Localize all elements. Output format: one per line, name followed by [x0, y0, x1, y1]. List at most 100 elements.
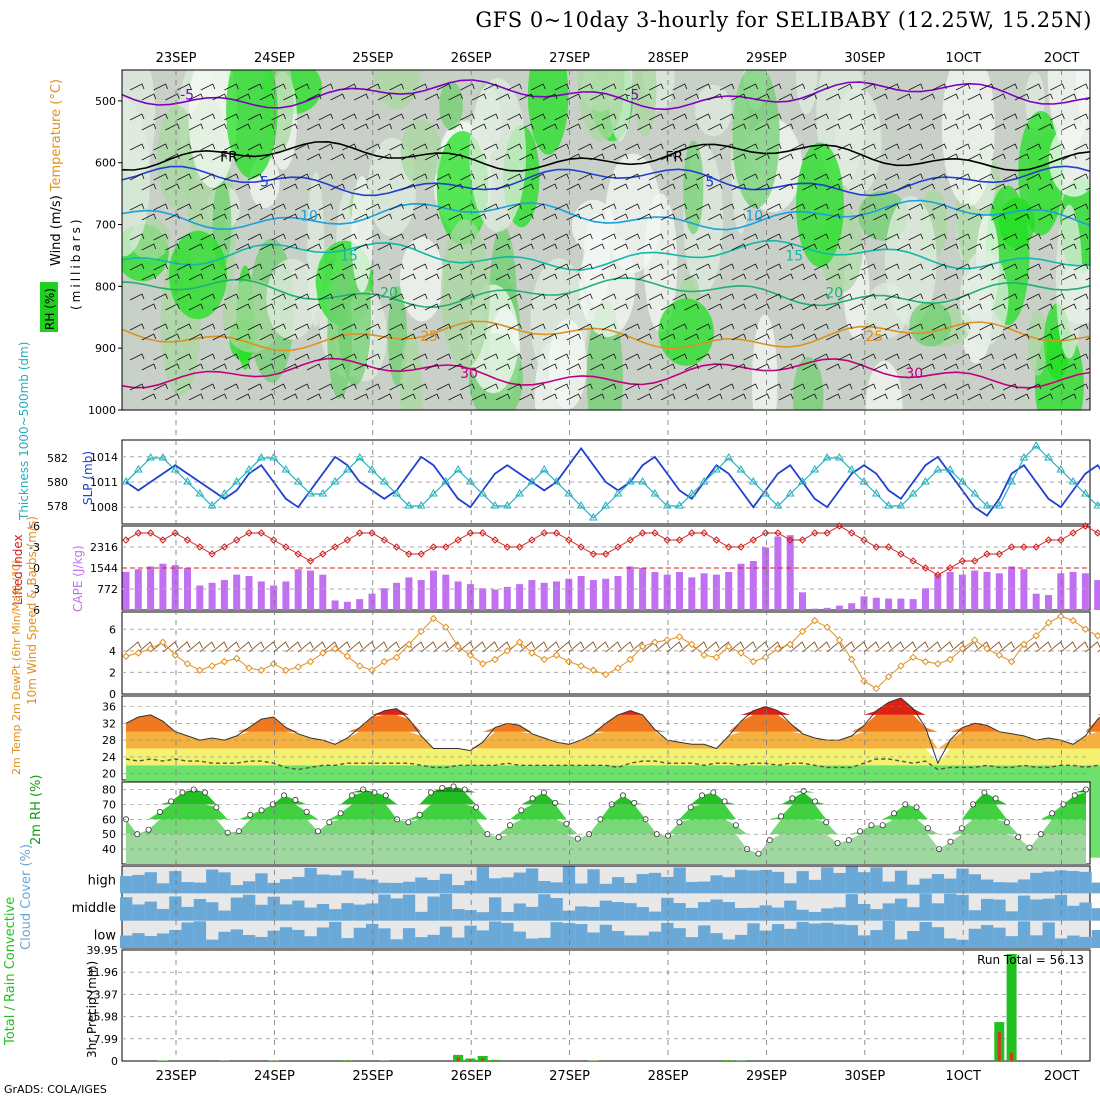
- wind-barb: [885, 233, 900, 241]
- rh-point: [947, 838, 954, 845]
- precip-total-bar: [465, 1058, 476, 1061]
- wind-barb: [495, 183, 511, 191]
- cloud-bar: [439, 893, 453, 921]
- cloud-row-label: high: [88, 874, 116, 889]
- cloud-bar: [525, 906, 539, 921]
- surface-wind-barb: [949, 641, 966, 653]
- wind-barb: [236, 243, 251, 251]
- thickness-point: [453, 465, 463, 473]
- wind-barb: [259, 303, 275, 311]
- wind-barb: [625, 383, 640, 391]
- wind-barb: [920, 123, 935, 131]
- rh-point: [292, 796, 299, 803]
- surface-wind-barb: [310, 641, 326, 653]
- wind-barb: [507, 323, 522, 331]
- wind-barb: [495, 393, 511, 401]
- wind-barb: [613, 243, 629, 251]
- thickness-point: [638, 477, 647, 485]
- wind-barb: [814, 263, 829, 271]
- wind-barb: [955, 203, 971, 211]
- wind-barb: [885, 203, 900, 211]
- cloud-bar: [279, 927, 293, 948]
- cloud-bar: [796, 921, 809, 948]
- wind-barb: [944, 333, 959, 341]
- wind-barb: [1050, 143, 1065, 151]
- wind-barb: [920, 273, 935, 281]
- wind-barb: [861, 173, 876, 181]
- precip-convective-bar: [727, 1060, 731, 1061]
- rh-point: [405, 819, 412, 826]
- wind-barb: [236, 333, 251, 341]
- wind-barb: [531, 83, 546, 91]
- wind-barb: [141, 243, 157, 251]
- wind-barb: [318, 173, 334, 181]
- wind-barb: [649, 263, 664, 271]
- wind-barb: [247, 143, 263, 151]
- rh-point: [258, 807, 265, 814]
- cloud-bar: [1054, 894, 1068, 921]
- rh-blob: [644, 193, 678, 333]
- cape-bar: [860, 596, 868, 610]
- wind-barb: [826, 333, 841, 341]
- wind-barb: [542, 213, 558, 221]
- wind-barb: [814, 233, 829, 241]
- cloud-bar: [599, 883, 612, 894]
- wind-barb: [991, 363, 1006, 371]
- wind-barb: [330, 243, 345, 251]
- wind-barb: [719, 113, 735, 121]
- rh-blob: [795, 70, 818, 115]
- wind-barb: [660, 333, 676, 341]
- slp-tick-label: 1014: [90, 451, 118, 464]
- cape-bar: [220, 580, 228, 610]
- rh-point: [473, 804, 480, 811]
- cape-bar: [1020, 569, 1028, 610]
- wind-barb: [330, 183, 345, 191]
- wind-barb: [932, 113, 947, 121]
- wind-barb: [719, 83, 735, 91]
- li-tick-label: -3: [29, 541, 40, 554]
- wind-barb: [554, 383, 570, 391]
- wind-barb: [460, 113, 475, 121]
- wind-barb: [932, 203, 947, 211]
- precip-tick-label: 0: [111, 1055, 118, 1068]
- rh-point: [766, 837, 773, 844]
- cloud-bar: [673, 928, 686, 948]
- cape-bar: [811, 608, 819, 610]
- thickness-point: [748, 477, 758, 485]
- wind-barb: [731, 393, 747, 401]
- wind-barb: [896, 333, 912, 341]
- wind-barb: [483, 383, 499, 391]
- wind-barb: [212, 303, 227, 311]
- thickness-point: [515, 489, 524, 497]
- wind-barb: [519, 123, 534, 131]
- wind-barb: [873, 213, 888, 221]
- wind-barb: [389, 233, 404, 241]
- rh-point: [1049, 810, 1056, 817]
- wind-barb: [295, 263, 310, 271]
- cloud-bar: [255, 936, 268, 948]
- wind-barb: [637, 213, 652, 221]
- cloud-bar: [156, 908, 170, 921]
- wind-barb: [908, 143, 924, 151]
- cloud-bar: [513, 903, 526, 921]
- wind-barb: [613, 393, 629, 401]
- wind-barb: [377, 303, 393, 311]
- cloud-bar: [894, 870, 908, 894]
- wind-barb: [259, 363, 275, 371]
- cloud-bar: [489, 897, 502, 921]
- wind-barb: [188, 153, 204, 161]
- wind-barb: [672, 323, 688, 331]
- wind-speed-point: [1044, 619, 1053, 627]
- wind-barb: [129, 173, 145, 181]
- wind-barb: [778, 363, 794, 371]
- cape-bar: [270, 585, 278, 610]
- legend-item: Temperature (°C): [49, 79, 64, 192]
- wind-barb: [873, 123, 888, 131]
- wind-barb: [566, 303, 581, 311]
- wind-barb: [153, 263, 168, 271]
- contour-label: 5: [260, 174, 269, 190]
- wind-barb: [542, 123, 558, 131]
- wind-barb: [932, 323, 947, 331]
- wind-barb: [696, 293, 711, 301]
- wind-barb: [649, 173, 664, 181]
